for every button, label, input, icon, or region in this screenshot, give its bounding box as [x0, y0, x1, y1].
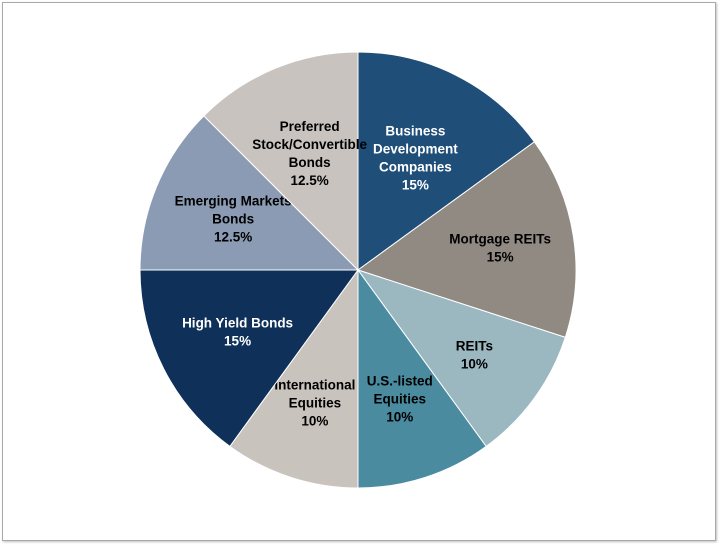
slice-value-label: 10% — [461, 357, 488, 372]
slice-name-line: Stock/Convertible — [252, 137, 367, 152]
slice-name-line: Companies — [379, 159, 452, 174]
slice-name-line: U.S.-listed — [367, 374, 433, 389]
slice-value-label: 10% — [301, 414, 328, 429]
slice-label-international-equities: International Equities 10% — [274, 378, 355, 429]
pie-slice-reits — [356, 269, 566, 448]
slice-name-line: Bonds — [212, 211, 254, 226]
pie-slice-mortgage-reits — [356, 141, 577, 338]
slice-name-line: Preferred — [280, 119, 340, 134]
slice-name-line: REITs — [456, 339, 493, 354]
slice-name-line: High Yield Bonds — [182, 315, 293, 330]
slice-value-label: 15% — [224, 333, 251, 348]
pie-slice-emerging-markets-bonds — [139, 115, 360, 271]
slice-name-line: International — [274, 378, 355, 393]
slice-value-label: 12.5% — [290, 173, 328, 188]
slice-name-line: Emerging Markets — [175, 193, 292, 208]
slice-value-label: 12.5% — [214, 229, 252, 244]
slice-label-business-development-companies: Business Development Companies 15% — [373, 123, 458, 192]
slice-label-mortgage-reits: Mortgage REITs 15% — [449, 231, 551, 264]
slice-label-reits: REITs 10% — [456, 339, 493, 372]
slice-name-line: Bonds — [289, 155, 331, 170]
slice-label-high-yield-bonds: High Yield Bonds 15% — [182, 315, 293, 348]
slice-name-line: Business — [385, 123, 445, 138]
pie-slice-high-yield-bonds — [139, 269, 359, 448]
slice-name-line: Equities — [289, 396, 342, 411]
slice-label-emerging-markets-bonds: Emerging Markets Bonds 12.5% — [175, 193, 292, 244]
slice-name-line: Mortgage REITs — [449, 231, 551, 246]
slice-label-preferred-stock-convertible-bonds: Preferred Stock/Convertible Bonds 12.5% — [252, 119, 367, 188]
slice-value-label: 15% — [402, 177, 429, 192]
slice-name-line: Development — [373, 141, 458, 156]
pie-slice-business-development-companies — [357, 51, 536, 271]
pie-slice-international-equities — [229, 268, 359, 489]
pie-slice-preferred-stock-convertible-bonds — [203, 51, 359, 272]
slice-label-u-s-listed-equities: U.S.-listed Equities 10% — [367, 374, 433, 425]
slice-value-label: 15% — [487, 249, 514, 264]
slice-value-label: 10% — [386, 410, 413, 425]
slice-name-line: Equities — [374, 392, 427, 407]
pie-slice-u-s-listed-equities — [357, 268, 487, 489]
